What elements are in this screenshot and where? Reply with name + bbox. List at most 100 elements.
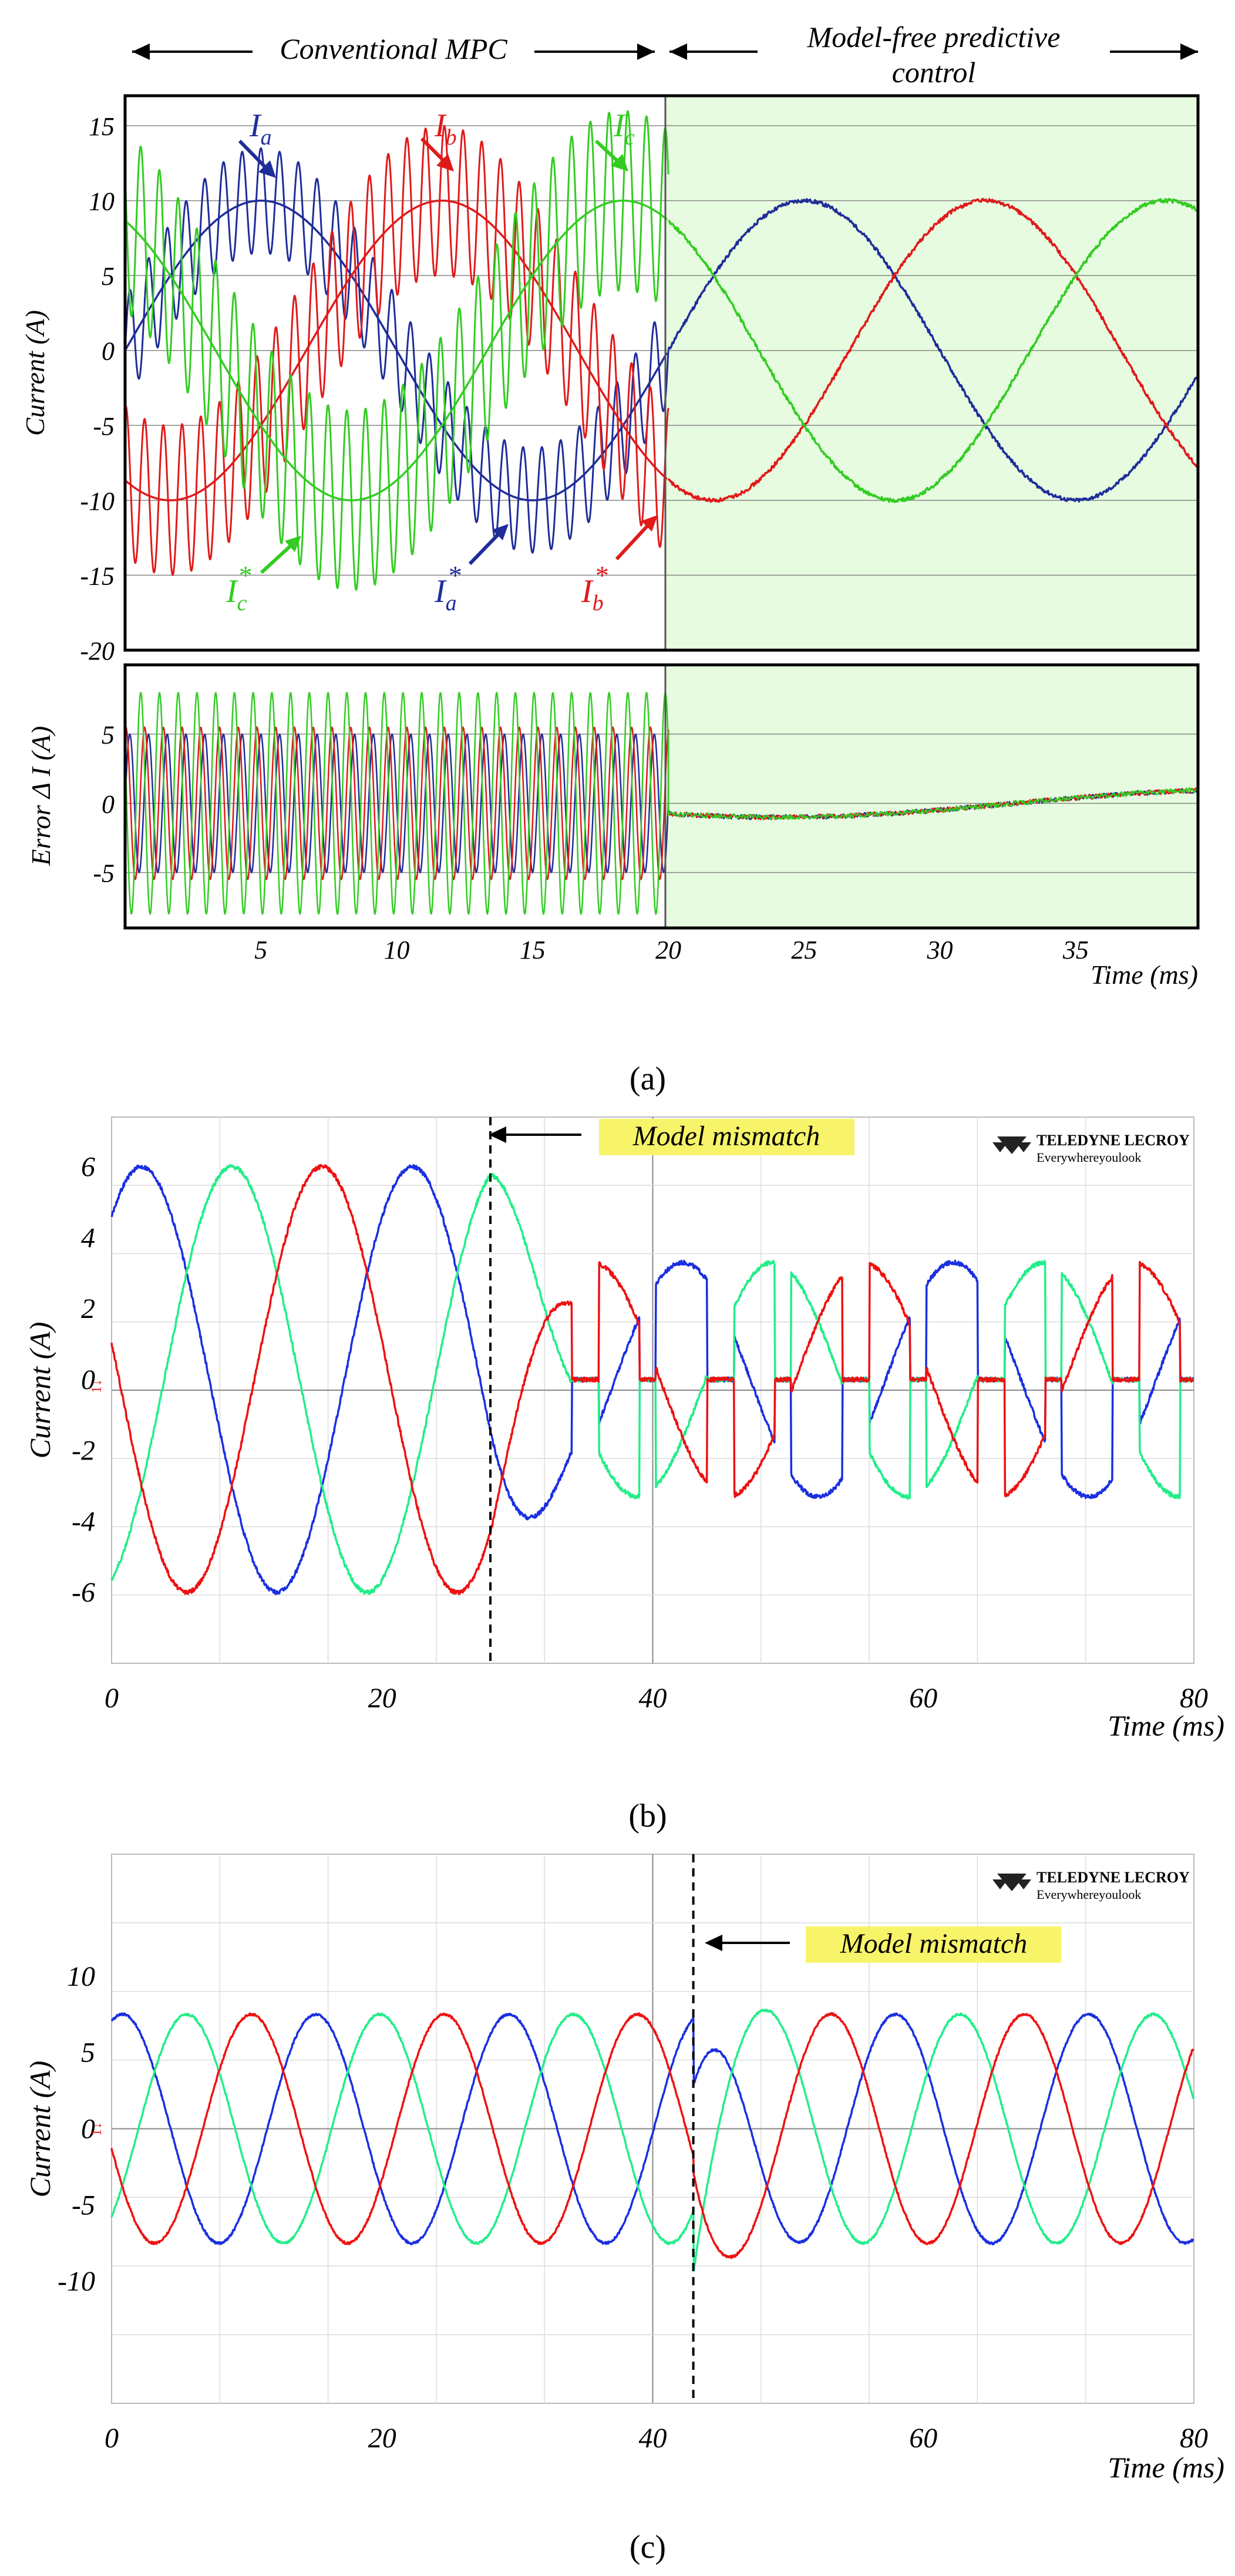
arrowhead-ic-ref [285,536,301,552]
x-tick-label: 35 [1062,936,1089,964]
phase-current-trace [110,2009,1194,2272]
y-tick-label: 10 [89,187,115,216]
y-tick-label: 5 [102,721,115,749]
panel-a: Conventional MPC Model-free predictive c… [20,21,1200,1097]
y-tick-label: -4 [72,1506,95,1537]
logo-icon [997,1874,1027,1891]
gridlines [112,1117,1194,1663]
arrowhead-ib-ref [641,515,658,532]
brand-name: TELEDYNE LECROY [1037,1132,1190,1149]
x-tick-label: 15 [520,936,546,964]
x-tick-label: 5 [254,936,267,964]
y-tick-label: -5 [93,859,115,888]
x-tick-label: 40 [639,2423,667,2454]
y-axis-label: Current (A) [23,2061,56,2198]
annotation-box [599,1119,854,1155]
arrowhead-left [132,43,150,60]
y-tick-label: 2 [81,1293,95,1324]
y-tick-label: 10 [67,1961,95,1992]
x-tick-label: 25 [791,936,817,964]
logo-icon-right [1016,1142,1031,1152]
series-annotations: Ia Ib Ic Ic* Ia* Ib* [226,107,658,616]
x-tick-label: 30 [927,936,953,964]
annotation-text: Model mismatch [840,1928,1028,1959]
x-tick-label: 0 [105,2423,119,2454]
measured-trace-mpc [124,110,669,591]
annotation-arrowhead [705,1935,722,1951]
logo-icon [997,1136,1027,1154]
y-tick-labels: 15 10 5 0 -5 -10 -15 -20 [80,112,115,665]
caption-c: (c) [630,2529,666,2565]
measured-trace-mfpc [667,198,1198,503]
y-tick-label: -5 [93,412,115,440]
y-tick-labels: 5 0 -5 [93,721,115,888]
y-tick-label: 4 [81,1222,95,1253]
x-tick-label: 20 [368,2423,396,2454]
y-tick-label: 5 [81,2037,95,2069]
brand-logo: TELEDYNE LECROY Everywhereyoulook [992,1869,1190,1902]
phase-current-trace [110,2012,1194,2259]
y-tick-label: -5 [72,2190,95,2221]
channel-marker: 1↓ [89,1379,105,1393]
x-tick-label: 0 [105,1683,119,1714]
phase-current-trace [111,2012,1194,2245]
y-tick-labels: 6 4 2 0 -2 -4 -6 [72,1152,95,1609]
error-trace [124,691,1199,915]
logo-icon-left [992,1142,1008,1152]
label-ib-ref: Ib* [581,560,608,616]
brand-tagline: Everywhereyoulook [1037,1150,1141,1165]
x-tick-labels: 0 20 40 60 80 [105,2423,1208,2454]
measured-trace-mpc [124,125,669,576]
y-tick-label: 0 [102,337,115,366]
x-tick-label: 60 [909,1683,937,1714]
y-axis-label: Current (A) [20,310,50,436]
y-tick-label: -2 [72,1435,95,1467]
y-tick-label: -6 [72,1577,95,1608]
arrowhead-ia-ref [492,524,509,540]
x-tick-label: 80 [1180,1683,1208,1714]
arrowhead-right-mfpc [1180,43,1198,60]
section-header-a: Conventional MPC Model-free predictive c… [132,21,1198,89]
section-label-mfpc-2: control [892,56,976,89]
caption-a: (a) [630,1061,666,1097]
mismatch-annotation: Model mismatch [489,1119,854,1155]
x-tick-label: 20 [368,1683,396,1714]
measured-trace-mfpc [667,198,1199,503]
arrowhead-ia [258,160,276,178]
panel-c: 10 5 0 -5 -10 0 20 40 60 80 1↓ Current (A) Time … [23,1854,1224,2565]
annotation-box [806,1926,1061,1963]
traces [124,110,1199,591]
y-axis-label: Current (A) [23,1322,56,1459]
y-tick-label: 15 [89,112,115,141]
x-tick-label: 60 [909,2423,937,2454]
x-tick-label: 80 [1180,2423,1208,2454]
label-ic: Ic [613,107,635,150]
traces [110,1163,1194,1596]
arrowhead-ic [611,154,628,171]
label-ic-ref: Ic* [226,560,251,616]
y-tick-label: -15 [80,561,115,590]
traces [124,691,1199,915]
channel-marker: 1↓ [89,2122,105,2136]
x-tick-labels: 0 20 40 60 80 [105,1683,1208,1714]
x-tick-label: 40 [639,1683,667,1714]
annotation-arrowhead [489,1126,506,1143]
mismatch-annotation: Model mismatch [705,1926,1061,1963]
y-tick-label: -10 [58,2266,95,2297]
panel-a-current-plot: 15 10 5 0 -5 -10 -15 -20 Current (A) Ia Ib Ic I… [20,94,1200,665]
x-axis-label: Time (ms) [1108,2451,1224,2484]
x-tick-labels: 5 10 15 20 25 30 35 [254,936,1089,964]
label-ib: Ib [434,107,457,150]
logo-icon-left [992,1879,1008,1889]
brand-logo: TELEDYNE LECROY Everywhereyoulook [992,1132,1190,1165]
x-axis-label: Time (ms) [1091,960,1198,990]
error-trace [124,726,1199,880]
y-tick-label: -10 [80,487,115,516]
x-tick-label: 20 [655,936,681,964]
section-label-mfpc-1: Model-free predictive [807,21,1061,53]
measured-trace-mfpc [667,197,1199,503]
label-ia: Ia [249,107,272,150]
y-tick-label: -20 [80,637,115,665]
